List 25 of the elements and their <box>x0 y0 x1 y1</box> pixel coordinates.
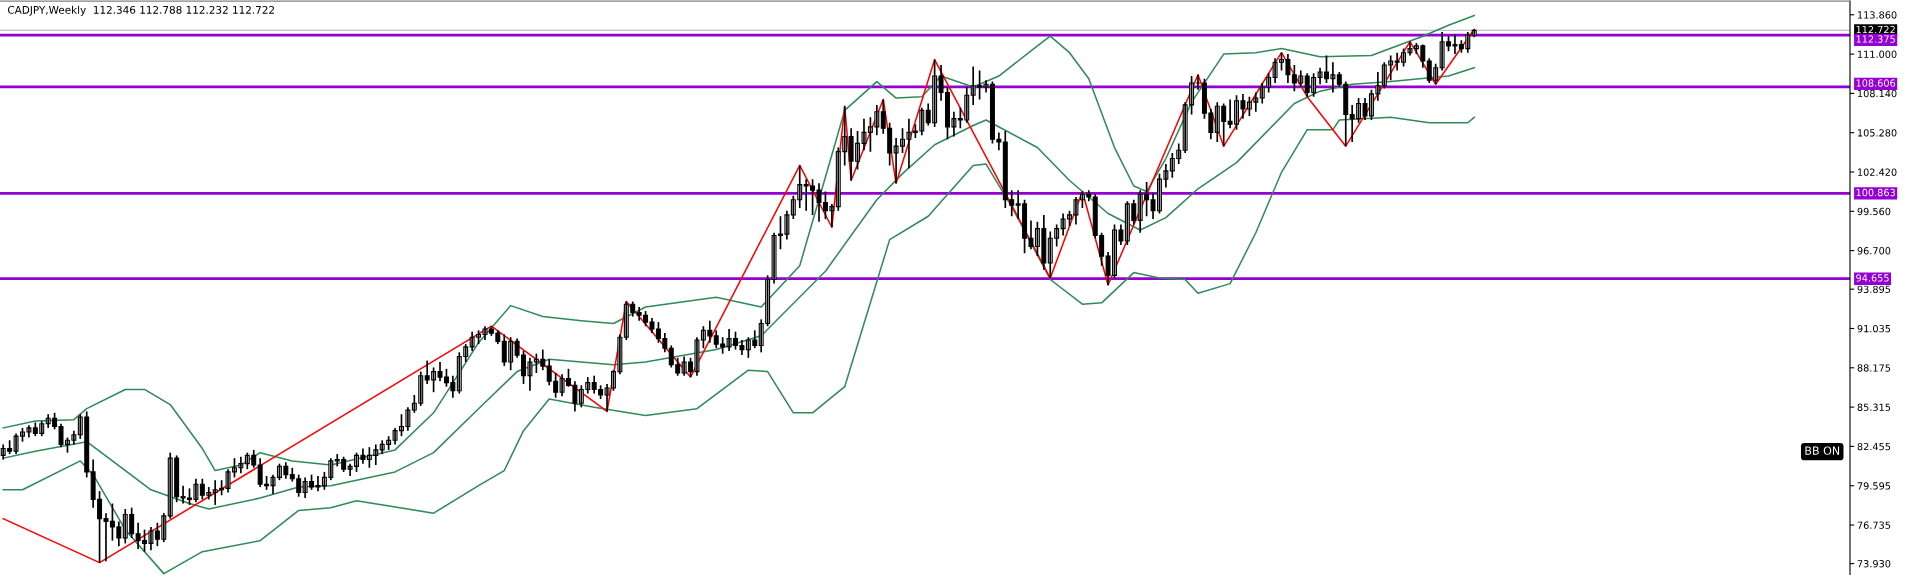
y-tick-label: 102.420 <box>1858 168 1897 176</box>
y-tick-label: 79.595 <box>1857 482 1891 490</box>
line-series <box>2 14 1475 472</box>
y-tick-label: 91.035 <box>1857 324 1891 333</box>
y-tick-label: 96.700 <box>1857 247 1891 255</box>
ref-line-label: 112.722 <box>1856 25 1895 34</box>
y-tick-label: 88.175 <box>1857 364 1891 372</box>
y-tick-label: 73.930 <box>1857 560 1891 568</box>
y-tick-label: 76.735 <box>1857 521 1891 529</box>
y-tick-label: 108.140 <box>1858 89 1897 98</box>
ref-line-label: 112.375 <box>1856 35 1895 43</box>
ref-line-label: 100.863 <box>1856 188 1895 197</box>
chart-title: CADJPY,Weekly 112.346 112.788 112.232 112.722 <box>7 5 275 16</box>
y-tick-label: 82.455 <box>1857 442 1891 451</box>
ref-line-label: 108.606 <box>1856 79 1896 87</box>
y-tick-label: 113.860 <box>1858 11 1897 19</box>
y-tick-label: 99.560 <box>1857 207 1891 216</box>
y-tick-label: 93.895 <box>1857 285 1891 294</box>
ref-line-label: 94.655 <box>1856 274 1889 282</box>
annotation: BB ON <box>1805 446 1840 455</box>
y-tick-label: 85.315 <box>1857 403 1891 411</box>
y-tick-label: 105.280 <box>1858 129 1897 137</box>
line-series <box>2 67 1475 510</box>
line-series <box>2 116 1475 575</box>
y-tick-label: 111.000 <box>1858 50 1897 58</box>
